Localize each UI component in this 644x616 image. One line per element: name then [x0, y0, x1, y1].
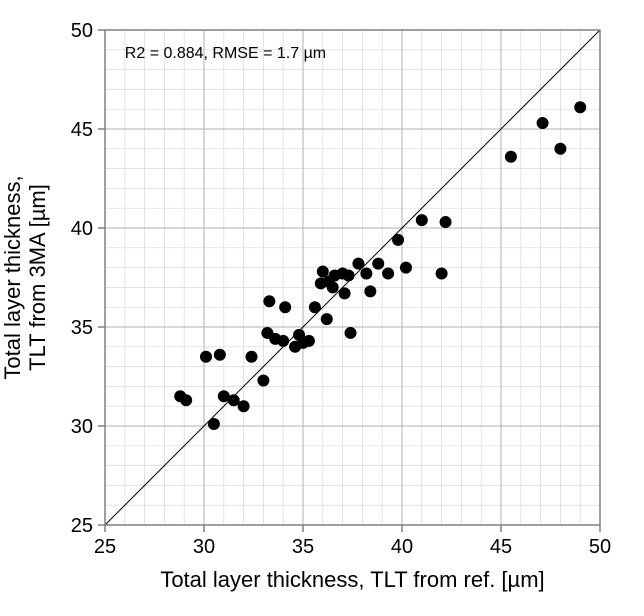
y-tick-label: 40 — [71, 218, 93, 240]
data-point — [392, 234, 404, 246]
data-point — [263, 295, 275, 307]
data-point — [554, 143, 566, 155]
data-point — [436, 268, 448, 280]
data-point — [309, 301, 321, 313]
chart-svg: 25 30 35 40 45 50 25 30 35 40 45 50 R2 = 0.884, RMSE… — [0, 0, 644, 616]
data-point — [440, 216, 452, 228]
data-point — [345, 327, 357, 339]
data-point — [277, 335, 289, 347]
scatter-chart: 25 30 35 40 45 50 25 30 35 40 45 50 R2 = 0.884, RMSE… — [0, 0, 644, 616]
data-point — [208, 418, 220, 430]
y-tick-label: 45 — [71, 119, 93, 141]
data-point — [360, 268, 372, 280]
y-tick-label: 35 — [71, 317, 93, 339]
data-point — [537, 117, 549, 129]
x-tick-label: 35 — [292, 536, 314, 558]
data-point — [200, 351, 212, 363]
x-tick-label: 50 — [589, 536, 611, 558]
x-tick-label: 45 — [490, 536, 512, 558]
data-point — [416, 214, 428, 226]
x-tick-label: 40 — [391, 536, 413, 558]
data-point — [364, 285, 376, 297]
x-axis-label: Total layer thickness, TLT from ref. [µm… — [160, 567, 544, 592]
data-point — [327, 281, 339, 293]
data-point — [400, 262, 412, 274]
data-point — [339, 287, 351, 299]
x-tick-label: 25 — [94, 536, 116, 558]
data-point — [574, 101, 586, 113]
data-point — [238, 400, 250, 412]
data-point — [372, 258, 384, 270]
data-point — [180, 394, 192, 406]
data-point — [321, 313, 333, 325]
data-point — [279, 301, 291, 313]
data-point — [343, 270, 355, 282]
data-point — [214, 349, 226, 361]
x-tick-label: 30 — [193, 536, 215, 558]
data-point — [246, 351, 258, 363]
data-point — [303, 335, 315, 347]
y-tick-label: 50 — [71, 20, 93, 42]
y-tick-label: 30 — [71, 416, 93, 438]
stats-annotation: R2 = 0.884, RMSE = 1.7 µm — [125, 45, 326, 62]
data-point — [505, 151, 517, 163]
y-tick-label: 25 — [71, 515, 93, 537]
data-point — [382, 268, 394, 280]
y-axis-label: Total layer thickness,TLT from 3MA [µm] — [0, 175, 50, 379]
data-point — [352, 258, 364, 270]
data-point — [257, 374, 269, 386]
